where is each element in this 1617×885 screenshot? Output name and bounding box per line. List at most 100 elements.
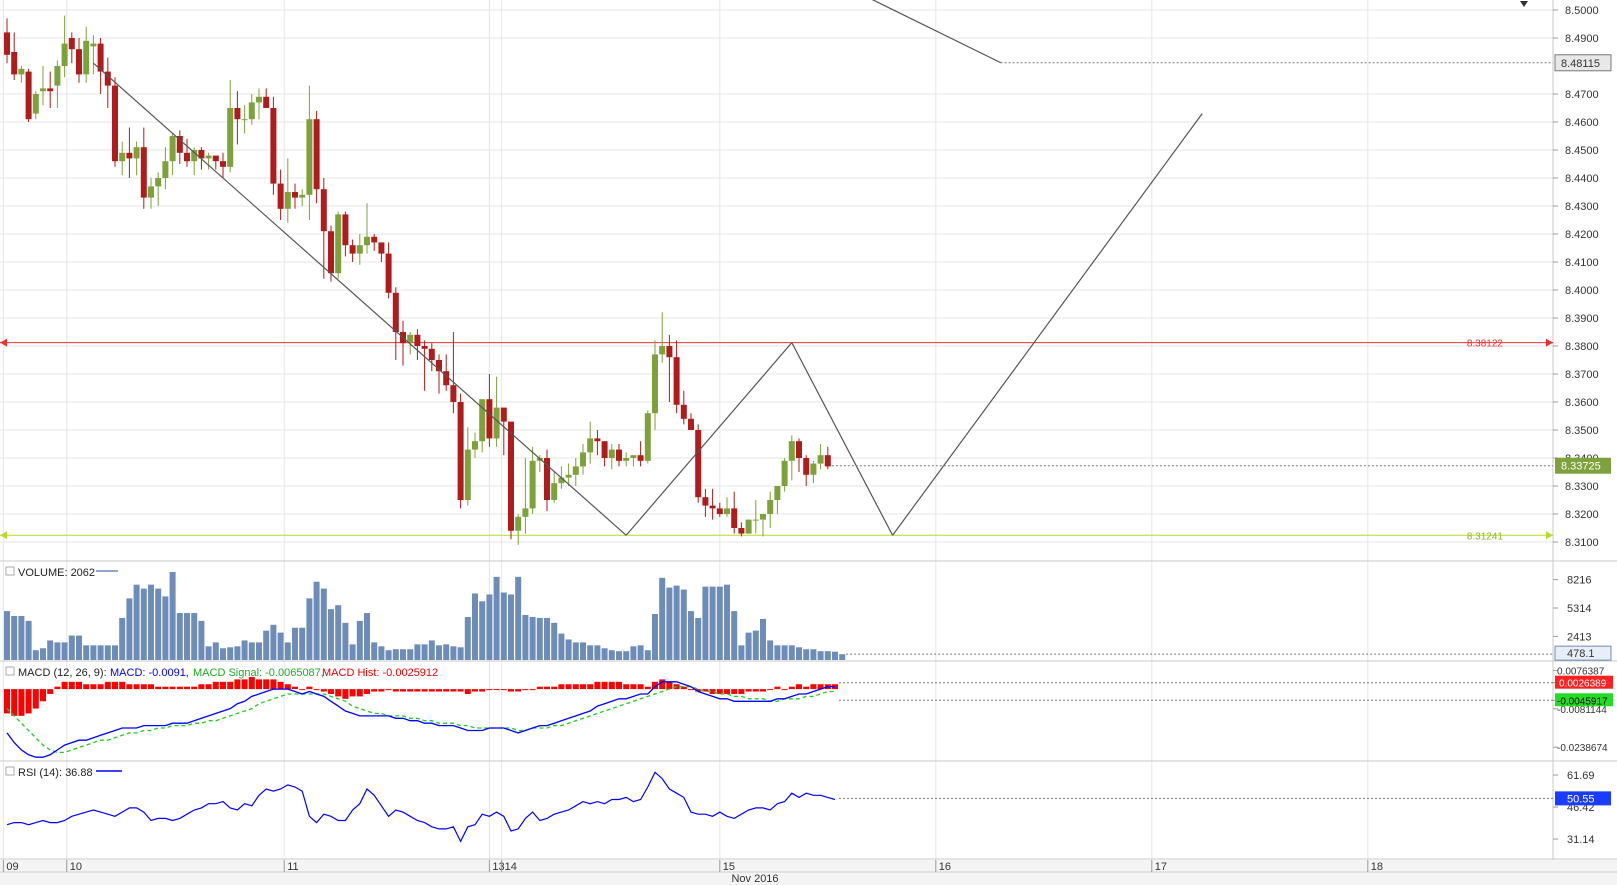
volume-bar <box>212 642 219 660</box>
macd-hist-bar <box>428 689 435 692</box>
month-label: Nov 2016 <box>731 873 778 885</box>
macd-hist-bar <box>176 686 183 690</box>
price-tick-label: 8.4700 <box>1565 89 1599 101</box>
macd-hist-bar <box>443 689 450 692</box>
volume-bar <box>155 588 162 660</box>
bull-candle <box>83 40 90 75</box>
macd-hist-bar <box>162 686 169 690</box>
bear-candle <box>371 236 378 243</box>
bull-candle <box>364 236 370 246</box>
support-arrow-left <box>0 531 7 540</box>
volume-bar <box>637 645 644 660</box>
volume-bar <box>695 617 702 660</box>
price-tick-label: 8.4400 <box>1565 173 1599 185</box>
volume-bar <box>817 651 824 660</box>
volume-bar <box>18 615 25 660</box>
bear-candle <box>140 147 147 198</box>
bull-candle <box>299 194 306 198</box>
macd-hist-bar <box>25 689 32 714</box>
bull-candle <box>356 245 363 254</box>
macd-hist-bar <box>140 684 147 690</box>
bull-candle <box>515 516 522 531</box>
bear-candle <box>500 407 507 422</box>
bear-candle <box>112 85 118 162</box>
macd-hist-bar <box>277 681 284 690</box>
macd-hist-bar <box>608 681 615 690</box>
bull-candle <box>630 455 637 458</box>
macd-hist-bar <box>716 689 723 694</box>
macd-hist-bar <box>335 689 342 697</box>
macd-hist-bar <box>90 684 97 690</box>
price-tick-label: 8.3200 <box>1565 509 1599 521</box>
bear-candle <box>702 497 709 506</box>
volume-bar <box>83 645 90 660</box>
bear-candle <box>263 96 270 108</box>
x-tick-label: 14 <box>505 861 517 873</box>
volume-bar <box>652 614 658 660</box>
bull-candle <box>306 119 313 195</box>
rsi-pane <box>5 766 1553 843</box>
bull-candle <box>572 466 579 475</box>
macd-hist-bar <box>68 681 75 690</box>
bull-candle <box>54 66 61 86</box>
macd-hist-bar <box>126 684 133 690</box>
volume-bar <box>457 647 464 660</box>
macd-hist-bar <box>738 689 745 694</box>
macd-hist-bar <box>133 684 140 690</box>
bear-candle <box>292 192 298 198</box>
volume-last-box <box>1554 645 1612 661</box>
volume-bar <box>313 581 320 660</box>
volume-bar <box>140 588 147 660</box>
volume-bar <box>148 584 154 660</box>
macd-hist-last-label: 0.0026389 <box>1559 679 1607 690</box>
macd-hist-bar <box>407 689 414 692</box>
bear-candle <box>688 418 694 430</box>
macd-tick-label: 0.0076387 <box>1557 667 1605 678</box>
macd-hist-bar <box>479 689 486 692</box>
volume-bar <box>119 617 126 660</box>
bull-candle <box>788 441 795 461</box>
volume-bar <box>112 645 118 660</box>
bear-candle <box>731 508 738 528</box>
volume-bar <box>832 651 838 660</box>
bull-candle <box>587 438 594 453</box>
macd-hist-bar <box>486 689 493 691</box>
x-tick-label: 18 <box>1371 861 1383 873</box>
bear-candle <box>421 346 428 349</box>
bear-candle <box>428 348 435 360</box>
macd-value-label: MACD: -0.0091, <box>110 667 189 679</box>
bear-candle <box>594 438 601 442</box>
price-tick-label: 8.4500 <box>1565 145 1599 157</box>
bear-candle <box>443 371 450 386</box>
macd-hist-bar <box>356 689 363 697</box>
macd-title: MACD (12, 26, 9): <box>18 667 107 679</box>
volume-bar <box>464 616 471 660</box>
macd-hist-bar <box>205 684 212 690</box>
volume-bar <box>839 654 846 660</box>
macd-hist-bar <box>623 684 630 690</box>
macd-hist-bar <box>392 689 399 692</box>
macd-hist-bar <box>191 686 198 690</box>
price-tick-label: 8.4000 <box>1565 285 1599 297</box>
bear-candle <box>126 152 133 159</box>
bear-candle <box>97 43 104 72</box>
volume-bar <box>601 648 608 660</box>
volume-bar <box>436 645 442 660</box>
bear-candle <box>104 71 111 86</box>
macd-hist-bar <box>587 684 594 690</box>
macd-hist-bar <box>551 686 558 690</box>
macd-hist-bar <box>97 684 104 690</box>
macd-hist-bar <box>76 681 82 690</box>
macd-hist-bar <box>767 689 774 691</box>
macd-hist-bar <box>155 686 162 690</box>
bull-candle <box>558 477 565 484</box>
bear-candle <box>436 360 442 372</box>
price-tick-label: 8.4100 <box>1565 257 1599 269</box>
macd-hist-bar <box>320 689 327 692</box>
bull-candle <box>767 500 774 514</box>
macd-hist-label: MACD Hist: -0.0025912 <box>322 667 438 679</box>
price-tick-label: 8.3900 <box>1565 313 1599 325</box>
bear-candle <box>212 155 219 162</box>
macd-hist-bar <box>472 689 478 692</box>
